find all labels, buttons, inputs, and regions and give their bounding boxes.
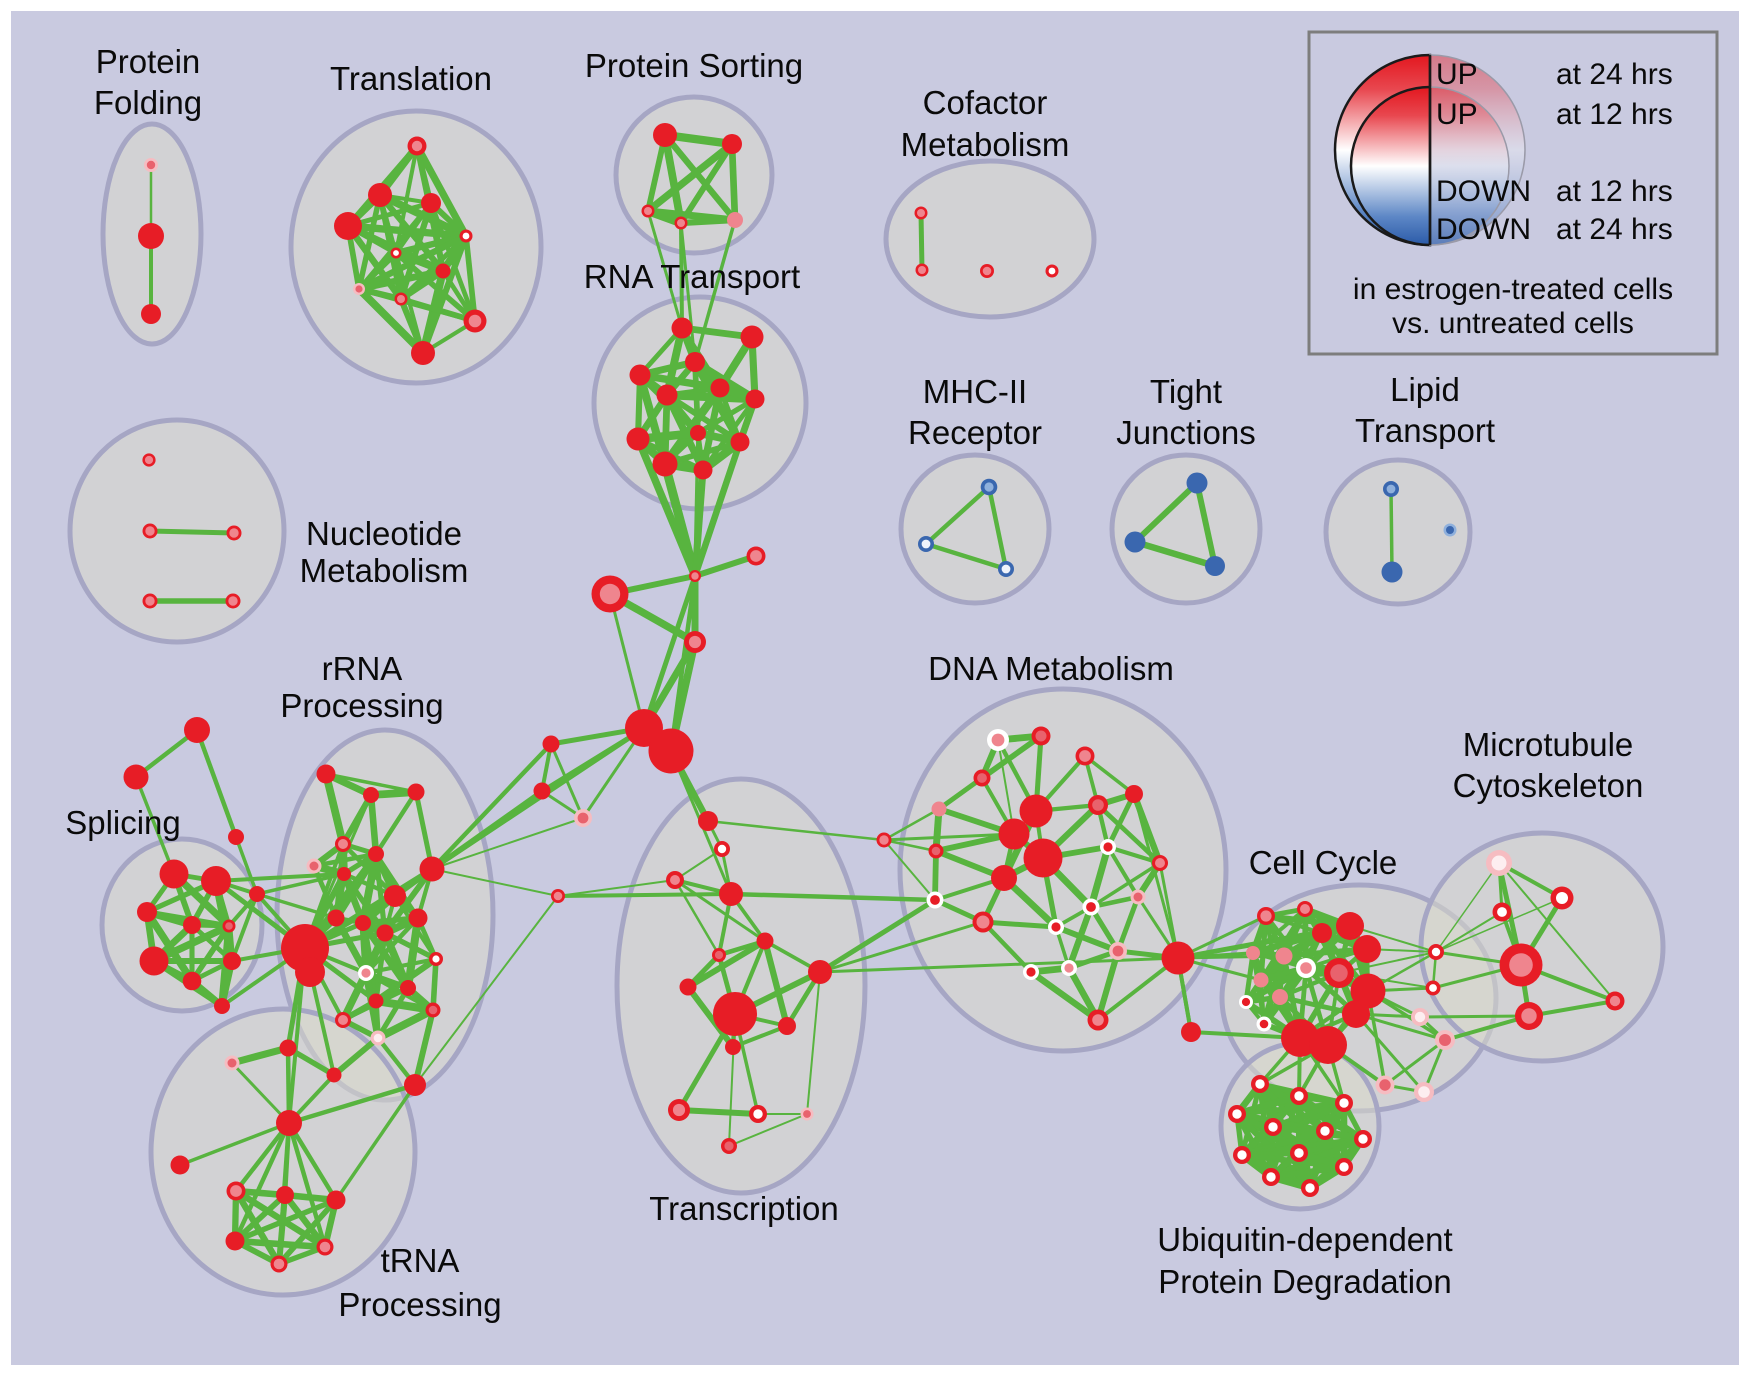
svg-text:RNA Transport: RNA Transport [584,258,800,295]
svg-text:Protein Sorting: Protein Sorting [585,47,803,84]
svg-text:Transport: Transport [1355,412,1495,449]
svg-text:vs. untreated cells: vs. untreated cells [1392,307,1634,340]
svg-text:in estrogen-treated cells: in estrogen-treated cells [1353,273,1673,306]
svg-text:UP: UP [1436,98,1478,131]
svg-text:at 12 hrs: at 12 hrs [1556,175,1673,208]
svg-text:Transcription: Transcription [649,1190,839,1227]
svg-text:Metabolism: Metabolism [901,126,1070,163]
svg-text:Translation: Translation [330,60,492,97]
svg-text:Lipid: Lipid [1390,371,1460,408]
svg-text:DOWN: DOWN [1436,175,1531,208]
svg-text:Folding: Folding [94,84,202,121]
svg-text:DNA Metabolism: DNA Metabolism [928,650,1174,687]
svg-text:Cell Cycle: Cell Cycle [1249,844,1398,881]
svg-text:Ubiquitin-dependent: Ubiquitin-dependent [1157,1221,1452,1258]
svg-text:at 24 hrs: at 24 hrs [1556,58,1673,91]
svg-text:Cytoskeleton: Cytoskeleton [1453,767,1644,804]
svg-text:Splicing: Splicing [65,804,181,841]
svg-text:Receptor: Receptor [908,414,1042,451]
svg-text:DOWN: DOWN [1436,213,1531,246]
svg-text:Nucleotide: Nucleotide [306,515,462,552]
svg-text:Processing: Processing [338,1286,501,1323]
svg-text:Processing: Processing [280,687,443,724]
svg-text:MHC-II: MHC-II [923,373,1027,410]
svg-text:Metabolism: Metabolism [300,552,469,589]
svg-text:UP: UP [1436,58,1478,91]
svg-text:Microtubule: Microtubule [1463,726,1634,763]
svg-text:tRNA: tRNA [381,1242,460,1279]
svg-text:Junctions: Junctions [1116,414,1255,451]
svg-text:Cofactor: Cofactor [923,84,1048,121]
svg-text:Protein: Protein [96,43,201,80]
svg-text:rRNA: rRNA [322,650,403,687]
svg-text:at 12 hrs: at 12 hrs [1556,98,1673,131]
svg-text:at 24 hrs: at 24 hrs [1556,213,1673,246]
svg-text:Tight: Tight [1150,373,1222,410]
svg-text:Protein Degradation: Protein Degradation [1158,1263,1452,1300]
